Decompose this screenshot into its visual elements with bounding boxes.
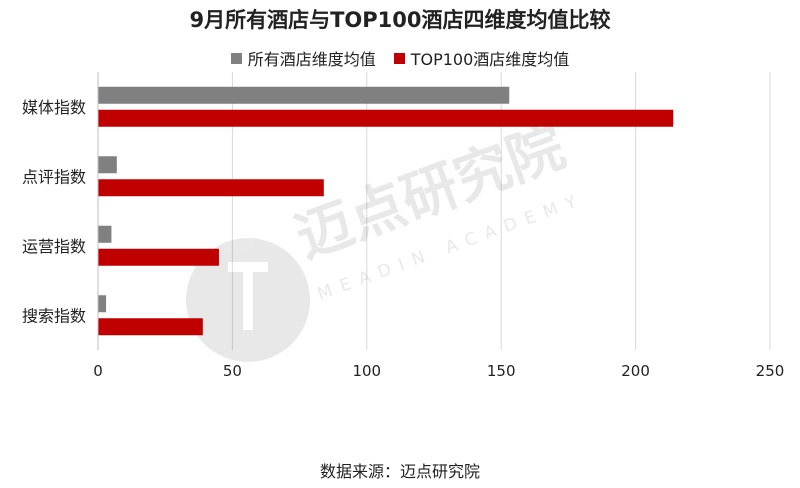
category-label: 运营指数 xyxy=(22,237,86,256)
chart-legend: 所有酒店维度均值 TOP100酒店维度均值 xyxy=(0,46,800,70)
legend-label-top100-hotels: TOP100酒店维度均值 xyxy=(410,50,570,69)
bar-all-hotels-3 xyxy=(98,295,107,313)
watermark-logo-mark xyxy=(243,272,253,330)
x-tick-label: 100 xyxy=(352,362,381,380)
bar-top100-0 xyxy=(98,109,674,127)
bar-all-hotels-2 xyxy=(98,225,112,243)
chart-title: 9月所有酒店与TOP100酒店四维度均值比较 xyxy=(189,8,611,32)
bars xyxy=(98,86,674,336)
x-tick-label: 200 xyxy=(621,362,650,380)
watermark-logo-icon xyxy=(186,238,310,362)
bar-all-hotels-1 xyxy=(98,156,117,174)
x-tick-label: 150 xyxy=(487,362,516,380)
bar-top100-1 xyxy=(98,179,324,197)
legend-label-all-hotels: 所有酒店维度均值 xyxy=(247,50,376,69)
legend-swatch-top100-hotels xyxy=(393,52,405,64)
legend-swatch-all-hotels xyxy=(230,52,242,64)
watermark-logo-mark xyxy=(228,262,268,272)
x-tick-label: 50 xyxy=(223,362,242,380)
source-note: 数据来源：迈点研究院 xyxy=(319,462,480,481)
bar-all-hotels-0 xyxy=(98,86,510,104)
legend-item-top100-hotels: TOP100酒店维度均值 xyxy=(393,46,570,70)
category-label: 搜索指数 xyxy=(22,306,86,325)
category-label: 点评指数 xyxy=(22,167,86,186)
bar-top100-2 xyxy=(98,248,219,266)
x-tick-label: 0 xyxy=(93,362,103,380)
legend-item-all-hotels: 所有酒店维度均值 xyxy=(230,46,376,70)
x-tick-label: 250 xyxy=(756,362,785,380)
category-label: 媒体指数 xyxy=(22,98,86,117)
bar-top100-3 xyxy=(98,318,203,336)
